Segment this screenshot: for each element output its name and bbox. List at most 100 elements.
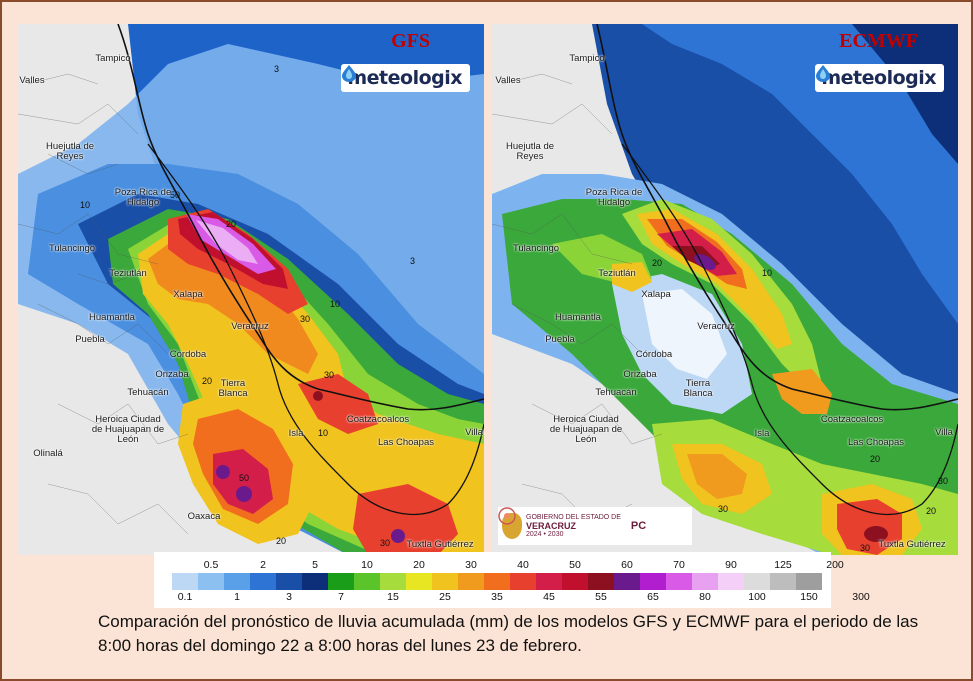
legend-top-label: 5	[312, 559, 318, 571]
city-label: Olinalá	[33, 448, 63, 459]
contour-label: 30	[324, 370, 334, 380]
city-label: Tierra Blanca	[218, 378, 248, 399]
legend-bottom-label: 25	[439, 591, 451, 603]
legend-top-labels: 0.5 2 5 10 20 30 40 50 60 70 90 125 200	[154, 559, 844, 571]
ecmwf-rain-map: 10 20 30 20 30 20 30	[492, 24, 958, 555]
legend-swatch	[354, 573, 380, 590]
legend-swatch	[328, 573, 354, 590]
legend-top-label: 20	[413, 559, 425, 571]
legend-top-label: 30	[465, 559, 477, 571]
legend-swatch	[380, 573, 406, 590]
city-label: Las Choapas	[848, 437, 904, 448]
city-label: Oaxaca	[187, 511, 221, 522]
legend-bottom-labels: 0.1 1 3 7 15 25 35 45 55 65 80 100 150 300	[154, 591, 870, 603]
water-drop-icon	[342, 65, 357, 82]
legend-top-label: 125	[774, 559, 792, 571]
city-label: Las Choapas	[378, 437, 434, 448]
city-label: Isla	[754, 428, 770, 439]
legend-bottom-label: 55	[595, 591, 607, 603]
meteologix-logo: meteologix	[341, 64, 470, 92]
city-label: Puebla	[75, 334, 105, 345]
gfs-rain-map: 3 10 20 50 30 3 10 30 20 50 10 30 20	[18, 24, 484, 555]
city-label: Puebla	[545, 334, 575, 345]
city-label: Córdoba	[635, 349, 673, 360]
legend-swatch	[588, 573, 614, 590]
model-title-ecmwf: ECMWF	[839, 30, 918, 52]
veracruz-government-badge: GOBIERNO DEL ESTADO DE VERACRUZ 2024 • 2…	[498, 507, 692, 545]
city-label: Orizaba	[623, 369, 657, 380]
legend-swatch	[250, 573, 276, 590]
legend-top-label: 2	[260, 559, 266, 571]
contour-label: 3	[410, 256, 415, 266]
logo-text: meteologix	[821, 67, 936, 89]
contour-label: 30	[300, 314, 310, 324]
legend-swatch	[640, 573, 666, 590]
contour-label: 20	[226, 219, 236, 229]
legend-top-label: 10	[361, 559, 373, 571]
city-label: Tuxtla Gutiérrez	[406, 539, 474, 550]
city-label: Tampico	[569, 53, 605, 64]
legend-bottom-label: 7	[338, 591, 344, 603]
legend-swatch	[796, 573, 822, 590]
ecmwf-map-panel: 10 20 30 20 30 20 30 ECMWF meteologix Ta…	[492, 24, 958, 555]
model-title-gfs: GFS	[391, 30, 430, 52]
legend-bottom-label: 15	[387, 591, 399, 603]
city-label: Huamantla	[555, 312, 601, 323]
contour-label: 20	[652, 258, 662, 268]
legend-bottom-label: 3	[286, 591, 292, 603]
legend-bottom-label: 0.1	[177, 591, 193, 603]
legend-swatch	[744, 573, 770, 590]
water-drop-icon	[816, 65, 831, 82]
legend-bottom-label: 45	[543, 591, 555, 603]
city-label: Tehuacán	[127, 387, 169, 398]
city-label: Xalapa	[641, 289, 671, 300]
contour-label: 3	[274, 64, 279, 74]
contour-label: 20	[202, 376, 212, 386]
city-label: Huejutla de Reyes	[505, 141, 555, 162]
city-label: Tierra Blanca	[683, 378, 713, 399]
legend-bottom-label: 35	[491, 591, 503, 603]
contour-label: 30	[860, 543, 870, 553]
contour-label: 10	[80, 200, 90, 210]
legend-swatch	[718, 573, 744, 590]
city-label: Córdoba	[169, 349, 207, 360]
contour-label: 50	[170, 190, 180, 200]
legend-top-label: 90	[725, 559, 737, 571]
gfs-contour-labels: 3 10 20 50 30 3 10 30 20 50 10 30 20	[80, 64, 415, 548]
logo-text: meteologix	[347, 67, 462, 89]
city-label: Teziutlán	[109, 268, 147, 279]
contour-label: 30	[938, 476, 948, 486]
precipitation-legend: 0.5 2 5 10 20 30 40 50 60 70 90 125 200 0.1 1 3 7 15 25 35…	[154, 552, 870, 608]
legend-top-label: 0.5	[203, 559, 219, 571]
legend-bottom-label: 300	[852, 591, 870, 603]
legend-swatch	[224, 573, 250, 590]
legend-top-label: 60	[621, 559, 633, 571]
city-label: Orizaba	[155, 369, 189, 380]
contour-label: 10	[762, 268, 772, 278]
contour-label: 50	[239, 473, 249, 483]
city-label: Huamantla	[89, 312, 135, 323]
contour-label: 30	[380, 538, 390, 548]
veracruz-seal-icon	[502, 513, 522, 539]
pc-logo: PC	[630, 520, 647, 532]
legend-swatch	[172, 573, 198, 590]
legend-swatch	[276, 573, 302, 590]
legend-color-bar	[172, 573, 822, 590]
legend-top-label: 70	[673, 559, 685, 571]
legend-swatch	[562, 573, 588, 590]
legend-swatch	[406, 573, 432, 590]
city-label: Coatzacoalcos	[346, 414, 410, 425]
meteologix-logo: meteologix	[815, 64, 944, 92]
legend-swatch	[432, 573, 458, 590]
badge-title: VERACRUZ	[526, 521, 577, 531]
ecmwf-contour-labels: 10 20 30 20 30 20 30	[652, 258, 948, 553]
contour-label: 10	[330, 299, 340, 309]
figure-caption: Comparación del pronóstico de lluvia acu…	[98, 612, 919, 655]
city-label: Tulancingo	[48, 243, 96, 254]
city-label: Xalapa	[173, 289, 203, 300]
contour-label: 20	[276, 536, 286, 546]
city-label: Villa	[465, 427, 483, 438]
legend-swatch	[666, 573, 692, 590]
legend-bottom-label: 80	[699, 591, 711, 603]
